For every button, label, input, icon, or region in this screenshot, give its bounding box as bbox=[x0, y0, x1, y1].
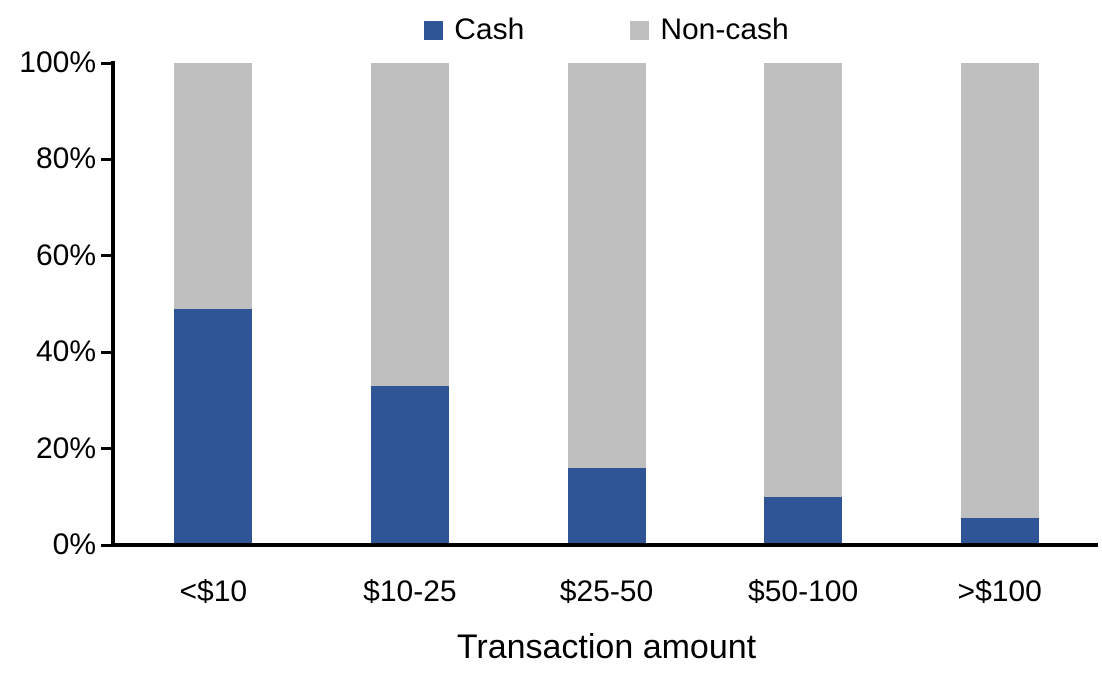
y-tick-label: 100% bbox=[19, 46, 96, 79]
cash-legend-swatch bbox=[424, 20, 444, 40]
noncash-legend-label: Non-cash bbox=[660, 13, 789, 46]
y-axis-tick bbox=[101, 543, 111, 547]
x-axis-title: Transaction amount bbox=[456, 628, 757, 666]
y-axis-line bbox=[111, 61, 115, 547]
bar-stack-1 bbox=[174, 63, 253, 545]
bar-segment-cash bbox=[960, 518, 1039, 545]
legend: Cash Non-cash bbox=[115, 11, 1098, 49]
bar-segment-noncash bbox=[764, 63, 843, 497]
y-axis-tick bbox=[101, 350, 111, 354]
bar-segment-cash bbox=[764, 496, 843, 545]
noncash-legend-swatch bbox=[630, 20, 650, 40]
bar-stack-2 bbox=[370, 63, 449, 545]
y-axis-tick bbox=[101, 61, 111, 65]
y-tick-label: 60% bbox=[35, 238, 96, 272]
bar-segment-noncash bbox=[370, 63, 449, 386]
bar-segment-noncash bbox=[960, 63, 1039, 519]
legend-item-cash: Cash bbox=[424, 11, 524, 49]
x-tick-label: $50-100 bbox=[748, 575, 859, 608]
bar-segment-noncash bbox=[567, 63, 646, 468]
bar-segment-cash bbox=[174, 308, 253, 545]
legend-item-noncash: Non-cash bbox=[630, 11, 789, 49]
y-axis-tick bbox=[101, 447, 111, 451]
cash-legend-label: Cash bbox=[454, 13, 525, 46]
y-axis-tick bbox=[101, 157, 111, 161]
x-axis-line bbox=[111, 543, 1098, 547]
y-tick-label: 40% bbox=[35, 335, 96, 369]
x-tick-label: $10-25 bbox=[363, 575, 457, 608]
bar-stack-3 bbox=[567, 63, 646, 545]
bar-stack-4 bbox=[764, 63, 843, 545]
y-tick-label: 0% bbox=[52, 528, 96, 561]
bar-segment-noncash bbox=[174, 63, 253, 309]
bar-segment-cash bbox=[567, 467, 646, 545]
x-tick-label: <$10 bbox=[179, 575, 248, 608]
y-tick-label: 80% bbox=[35, 142, 96, 176]
bar-stack-5 bbox=[960, 63, 1039, 545]
y-tick-label: 20% bbox=[35, 431, 96, 465]
y-axis-tick bbox=[101, 254, 111, 258]
bar-segment-cash bbox=[370, 385, 449, 545]
x-tick-label: >$100 bbox=[957, 575, 1042, 608]
x-tick-label: $25-50 bbox=[559, 575, 654, 608]
